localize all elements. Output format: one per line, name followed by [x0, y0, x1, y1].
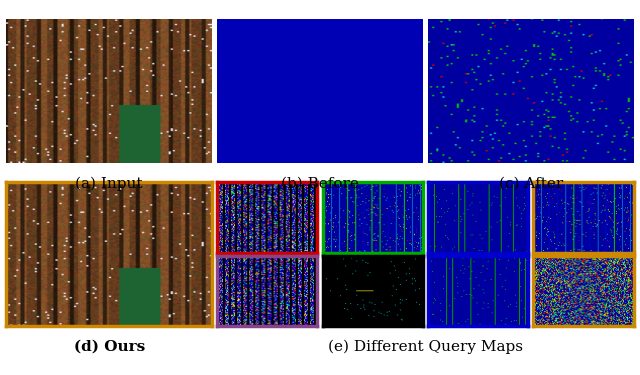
- Text: (c) After: (c) After: [499, 176, 563, 190]
- Text: (b) Before: (b) Before: [281, 176, 359, 190]
- Text: (e) Different Query Maps: (e) Different Query Maps: [328, 339, 523, 354]
- Text: (a) Input: (a) Input: [76, 176, 143, 190]
- Text: (d) Ours: (d) Ours: [74, 339, 145, 353]
